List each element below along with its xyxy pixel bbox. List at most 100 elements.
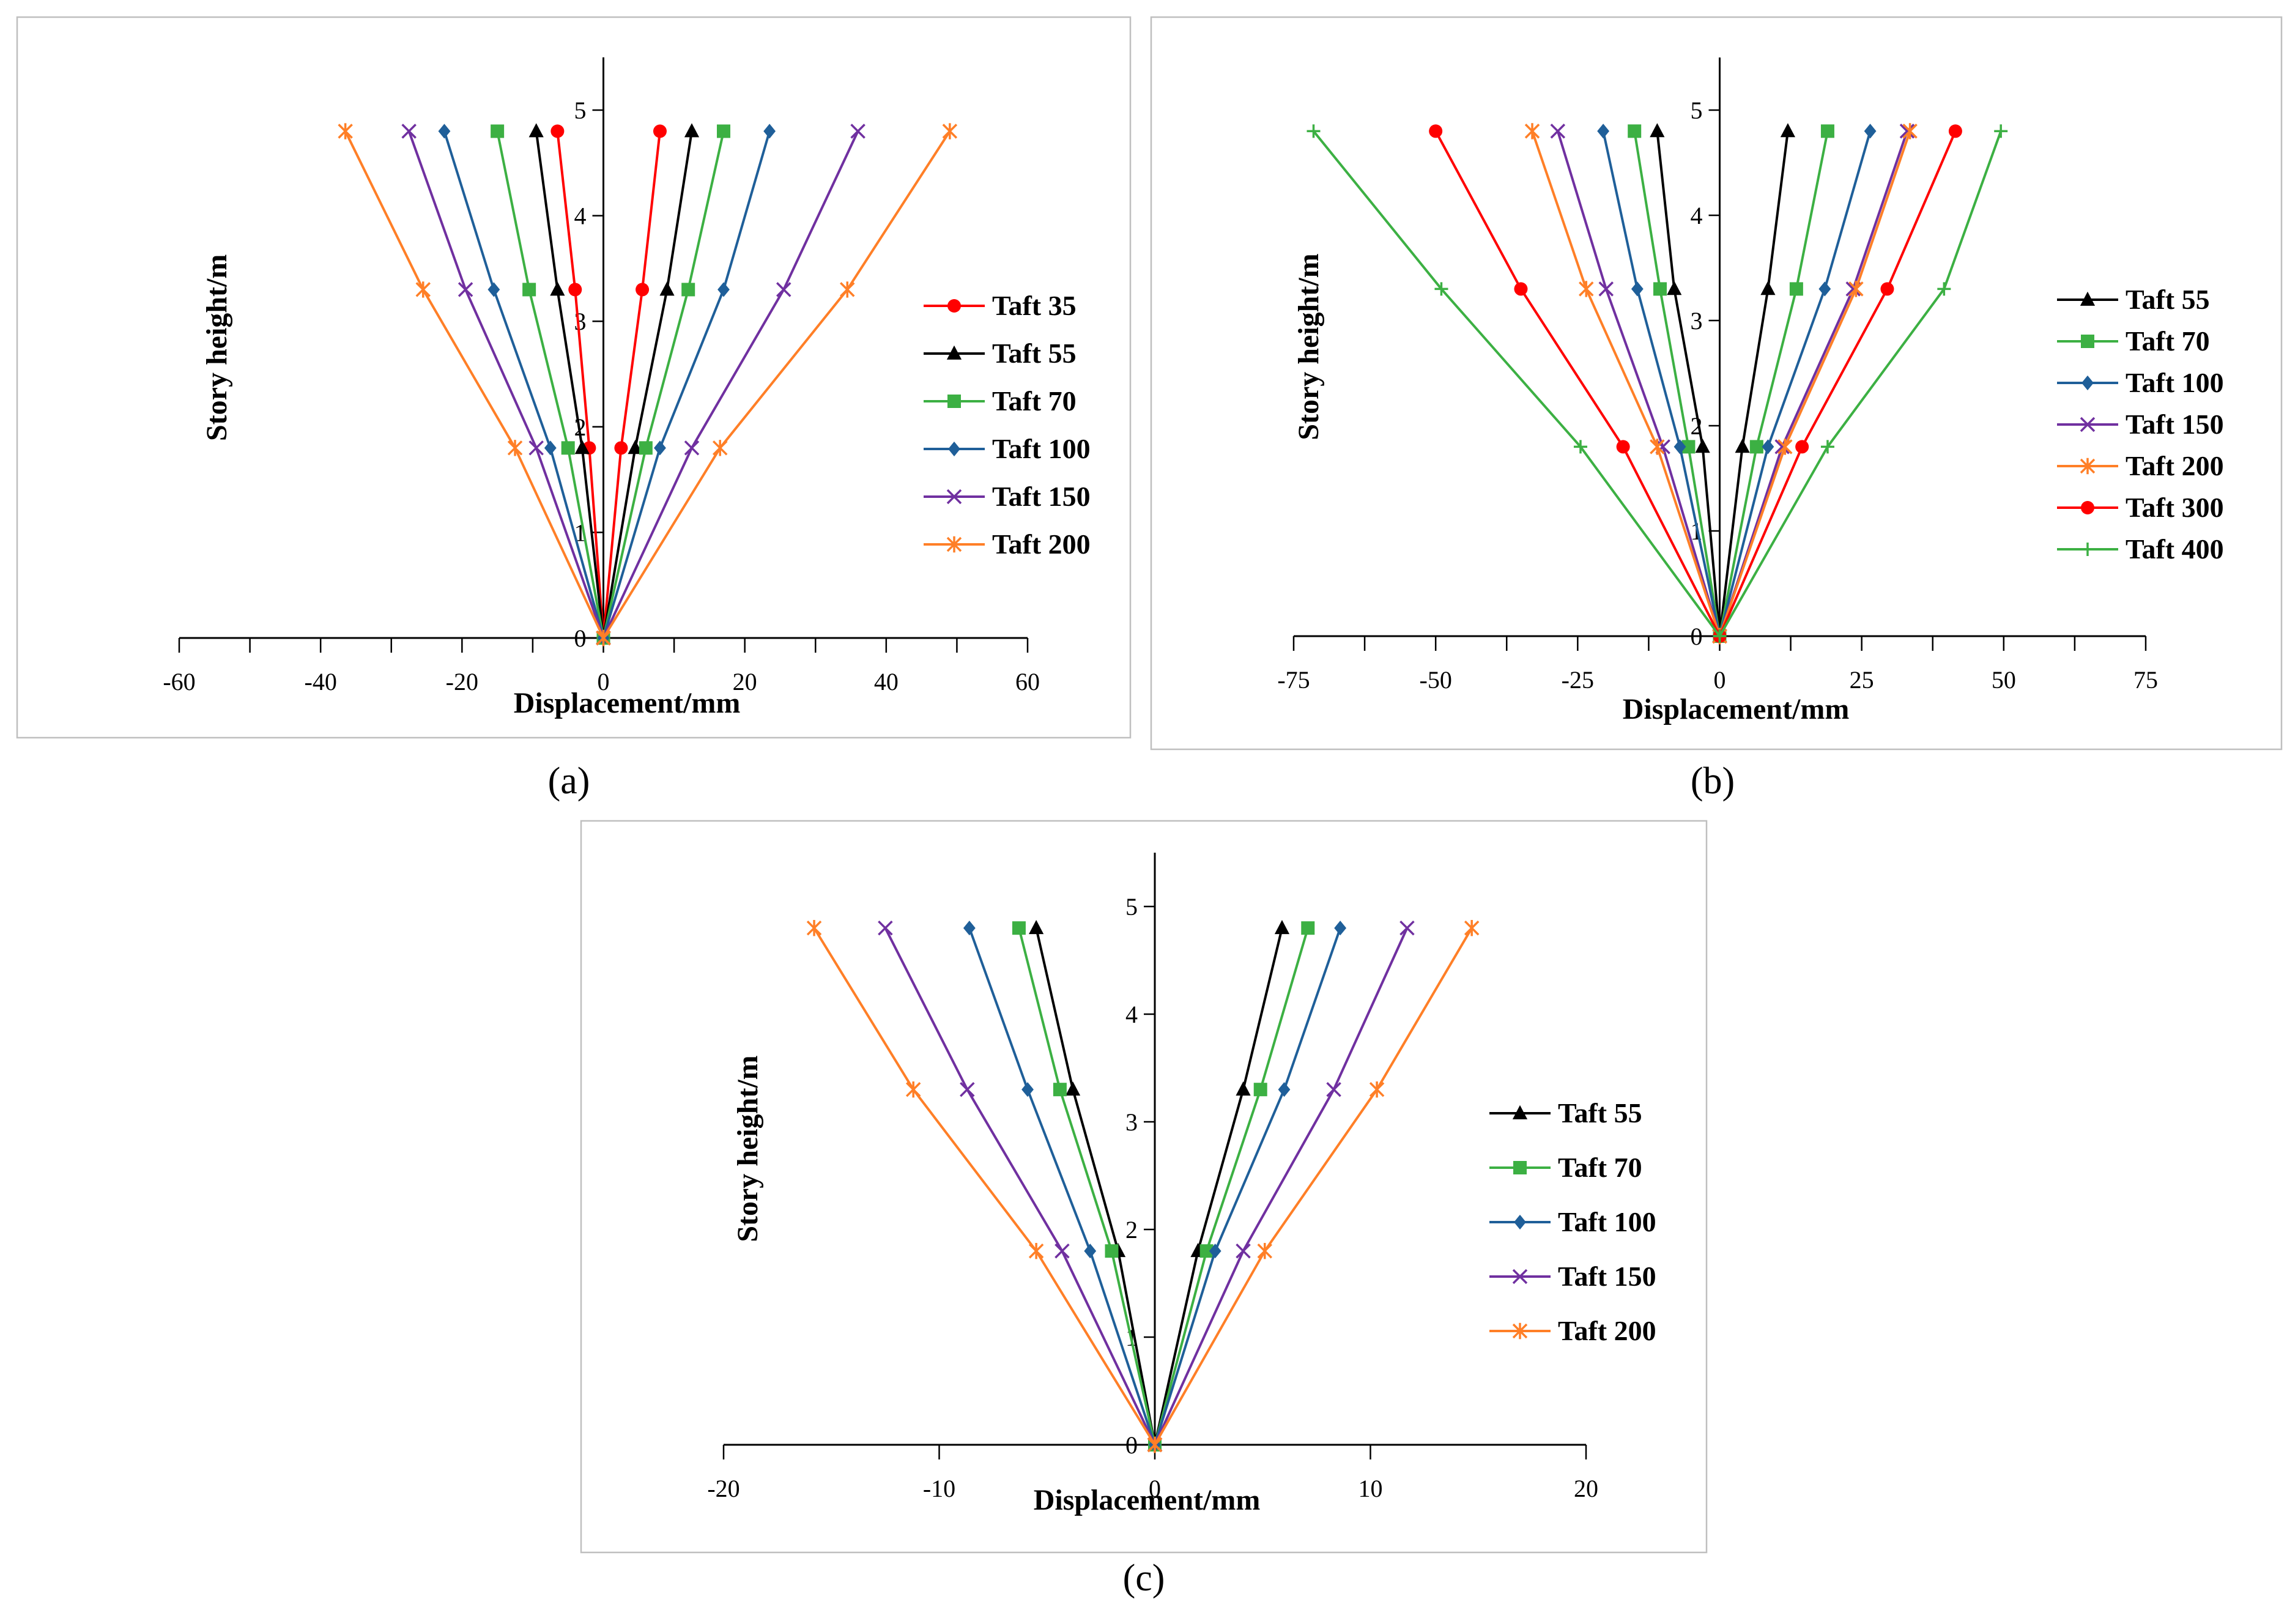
panel-frame (580, 820, 1708, 1554)
series-line-right (1718, 130, 1911, 637)
data-point-marker (528, 123, 544, 138)
data-point-marker (1012, 921, 1026, 935)
data-point-marker (596, 629, 611, 647)
data-point-marker (401, 124, 417, 139)
series-line-left (884, 927, 1156, 1445)
data-point-marker (1948, 124, 1962, 138)
data-point-marker (1735, 439, 1750, 453)
data-point-marker (1524, 123, 1540, 139)
data-point-marker (1820, 440, 1834, 454)
data-point-marker (1762, 439, 1774, 454)
series-line-right (1718, 131, 1789, 637)
data-point-marker (1514, 282, 1528, 296)
legend-marker (2081, 501, 2094, 514)
legend-label: Taft 150 (1558, 1261, 1656, 1292)
legend-label: Taft 150 (992, 481, 1091, 512)
data-point-marker (1902, 123, 1918, 139)
data-point-marker (659, 281, 675, 296)
y-tick-label: 3 (574, 308, 587, 335)
data-point-marker (458, 282, 473, 297)
legend-label: Taft 400 (2126, 533, 2224, 565)
x-tick-label: 0 (1149, 1475, 1161, 1502)
legend-marker (1512, 1269, 1528, 1285)
series-line-right (1154, 927, 1283, 1445)
data-point-marker (1695, 439, 1710, 453)
legend-label: Taft 55 (992, 338, 1077, 369)
x-tick-label: 20 (733, 668, 757, 695)
data-point-marker (636, 283, 650, 297)
data-point-marker (1053, 1083, 1067, 1097)
series-line-left (1556, 130, 1721, 637)
legend-marker (1512, 1322, 1528, 1340)
y-tick-label: 4 (1691, 202, 1703, 229)
x-tick-label: -20 (446, 668, 478, 695)
series-line-left (1312, 130, 1721, 637)
y-tick-label: 4 (1125, 1001, 1138, 1028)
x-tick-label: -25 (1562, 666, 1594, 694)
legend-marker (947, 395, 961, 408)
legend-marker (946, 536, 962, 553)
legend-label: Taft 300 (2126, 492, 2224, 523)
y-axis-title: Story height/m (1292, 253, 1325, 440)
data-point-marker (1029, 920, 1044, 935)
data-point-marker (1434, 282, 1448, 296)
legend-label: Taft 55 (2126, 284, 2210, 315)
x-tick-label: 10 (1358, 1475, 1383, 1502)
data-point-marker (776, 282, 791, 297)
x-axis-title: Displacement/mm (514, 687, 741, 719)
y-tick-label: 4 (574, 202, 587, 230)
series-line-left (1602, 130, 1721, 637)
series-line-left (344, 130, 605, 639)
data-point-marker (1429, 124, 1443, 138)
data-point-marker (942, 123, 958, 139)
data-point-marker (1274, 920, 1290, 935)
series-line-left (1633, 131, 1721, 637)
legend-marker (1514, 1214, 1526, 1230)
data-point-marker (1209, 1244, 1221, 1259)
data-point-marker (1848, 281, 1864, 297)
x-tick-label: 40 (874, 668, 899, 695)
data-point-marker (544, 440, 557, 456)
data-point-marker (653, 124, 667, 138)
data-point-marker (684, 440, 700, 456)
series-line-left (1656, 131, 1721, 637)
data-point-marker (840, 281, 855, 298)
data-point-marker (1147, 1436, 1163, 1453)
legend-marker (948, 441, 960, 457)
panel-label: (c) (1123, 1557, 1165, 1599)
y-tick-label: 0 (574, 625, 587, 652)
data-point-marker (639, 441, 653, 455)
x-tick-label: 0 (1714, 666, 1726, 694)
legend: Taft 55 Taft 70 Taft 100 Taft 150 Taft 200 (1489, 1097, 1656, 1346)
y-axis-title: Story height/m (201, 254, 233, 441)
data-point-marker (1899, 124, 1915, 139)
data-point-marker (1253, 1083, 1267, 1097)
series-taft-200 (806, 920, 1480, 1453)
series-line-left (496, 131, 605, 639)
legend-label: Taft 200 (992, 528, 1091, 560)
series-line-left (968, 927, 1156, 1445)
data-point-marker (1236, 1081, 1251, 1096)
panel-label: (a) (548, 760, 590, 802)
x-tick-label: -60 (163, 668, 195, 695)
data-point-marker (905, 1081, 921, 1098)
data-point-marker (1399, 920, 1415, 936)
data-point-marker (763, 124, 776, 139)
x-tick-label: -10 (923, 1475, 955, 1502)
series-line-left (535, 131, 605, 639)
data-point-marker (1780, 123, 1796, 138)
data-point-marker (1550, 124, 1566, 139)
data-point-marker (522, 283, 536, 297)
data-point-marker (1055, 1243, 1070, 1259)
data-point-marker (568, 283, 582, 297)
data-point-marker (963, 921, 976, 936)
data-point-marker (712, 440, 728, 456)
data-point-marker (1994, 124, 2008, 138)
data-point-marker (1789, 282, 1803, 296)
data-point-marker (1880, 282, 1894, 296)
y-tick-label: 3 (1691, 307, 1703, 335)
data-point-marker (415, 281, 431, 298)
